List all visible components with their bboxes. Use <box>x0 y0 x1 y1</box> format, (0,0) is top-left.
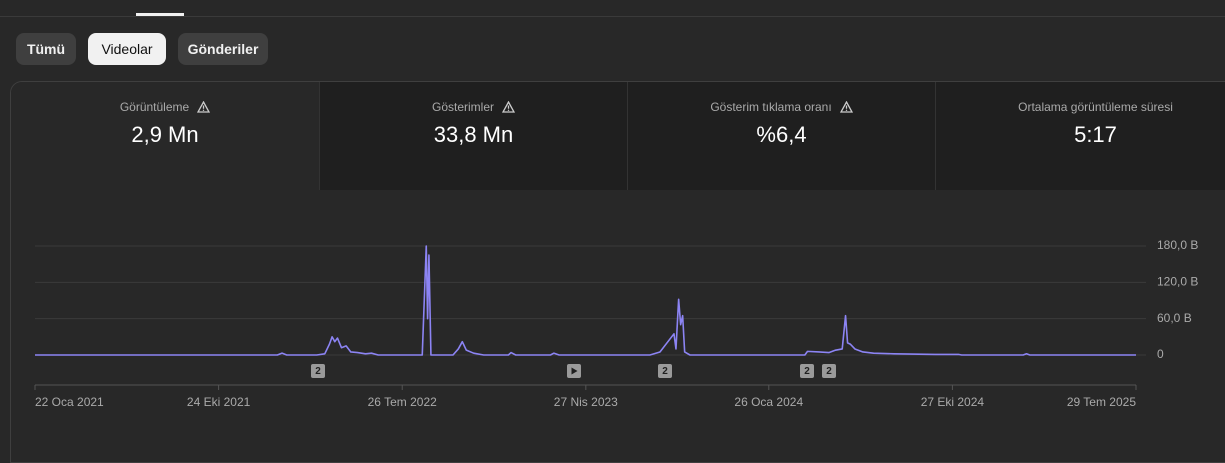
x-tick-label: 27 Nis 2023 <box>554 395 618 409</box>
upload-marker-count: 2 <box>826 366 832 377</box>
y-tick-label: 60,0 B <box>1157 311 1192 325</box>
metric-label: Gösterimler <box>320 100 627 114</box>
metric-tile[interactable]: Görüntüleme 2,9 Mn <box>11 82 319 190</box>
metric-tile[interactable]: Gösterim tıklama oranı %6,4 <box>627 82 935 190</box>
warning-icon <box>197 101 211 113</box>
metric-label-text: Görüntüleme <box>119 100 190 114</box>
metric-label: Ortalama görüntüleme süresi <box>936 100 1225 114</box>
warning-icon <box>502 101 515 113</box>
filter-chip[interactable]: Gönderiler <box>178 33 268 65</box>
x-tick-label: 29 Tem 2025 <box>1067 395 1136 409</box>
y-tick-label: 180,0 B <box>1157 238 1198 252</box>
metric-label: Gösterim tıklama oranı <box>628 100 935 114</box>
metric-label-text: Gösterimler <box>431 100 494 114</box>
upload-marker <box>822 364 836 378</box>
y-tick-label: 120,0 B <box>1157 275 1198 289</box>
metric-tile[interactable]: Ortalama görüntüleme süresi 5:17 <box>935 82 1225 190</box>
upload-marker <box>311 364 325 378</box>
active-tab-indicator <box>136 13 184 16</box>
chart: 0 60,0 B 120,0 B 180,0 B 22 Oca 2021 24 Eki 2… <box>34 238 1198 409</box>
upload-marker-count: 2 <box>804 366 810 377</box>
upload-marker-count: 2 <box>662 366 668 377</box>
metric-value: 5:17 <box>1074 122 1117 147</box>
x-tick-label: 26 Tem 2022 <box>368 395 437 409</box>
x-tick-label: 27 Eki 2024 <box>921 395 985 409</box>
metric-value: %6,4 <box>756 122 807 147</box>
x-tick-label: 26 Oca 2024 <box>734 395 803 409</box>
x-tick-label: 22 Oca 2021 <box>35 395 104 409</box>
y-tick-label: 0 <box>1157 347 1164 361</box>
upload-marker-count: 2 <box>315 366 321 377</box>
warning-icon <box>839 101 853 113</box>
metric-label-text: Gösterim tıklama oranı <box>710 100 832 114</box>
metric-label: Görüntüleme <box>11 100 319 114</box>
upload-marker <box>658 364 672 378</box>
analytics-card: Görüntüleme 2,9 Mn Gösterimler 33,8 Mn Göste… <box>10 81 1225 463</box>
metric-tile[interactable]: Gösterimler 33,8 Mn <box>319 82 627 190</box>
video-marker-icon <box>571 367 578 375</box>
metric-value: 33,8 Mn <box>433 122 514 147</box>
upload-marker <box>800 364 814 378</box>
filter-chip[interactable]: Tümü <box>16 33 76 65</box>
metric-label-text: Ortalama görüntüleme süresi <box>1018 100 1173 114</box>
x-tick-label: 24 Eki 2021 <box>187 395 251 409</box>
page: {"tabs": ["Tümü", "Videolar", "Gönderile… <box>0 13 1225 463</box>
metric-value: 2,9 Mn <box>131 122 199 147</box>
series-line <box>35 245 1136 356</box>
filter-chip[interactable]: Videolar <box>88 33 166 65</box>
header-divider <box>0 16 1225 17</box>
